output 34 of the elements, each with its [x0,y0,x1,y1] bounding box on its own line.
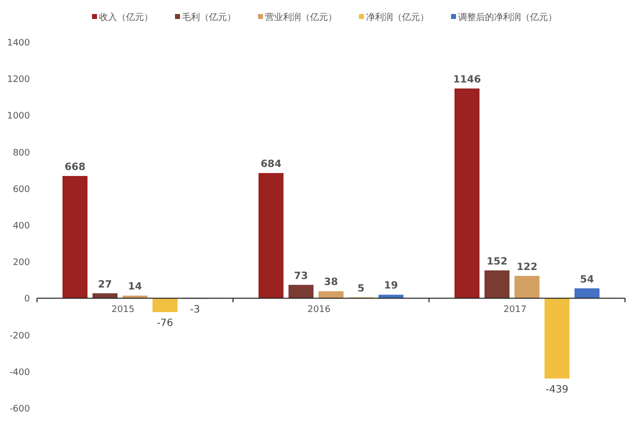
data-label: 1146 [453,74,481,86]
legend-label: 净利润（亿元） [366,12,429,23]
y-tick-label: 800 [12,148,30,158]
y-tick-label: 200 [12,258,30,268]
x-tick-label: 2015 [112,305,134,316]
y-tick-label: 600 [12,184,30,195]
legend-label: 营业利润（亿元） [265,12,337,23]
x-tick-label: 2017 [504,305,526,316]
data-label: -439 [546,384,568,396]
y-tick-label: -600 [10,404,30,414]
data-label: 152 [486,256,508,268]
legend-label: 收入（亿元） [99,12,153,23]
data-label: 122 [516,262,538,273]
data-label: 19 [384,280,398,292]
y-tick-label: 1200 [7,75,30,86]
data-label: 73 [294,270,308,282]
data-label: 5 [358,283,365,294]
y-tick-label: 1000 [7,112,30,122]
data-label: 54 [580,274,594,286]
data-label: 684 [260,159,282,170]
data-label: 38 [324,277,338,288]
y-tick-label: 0 [24,294,30,305]
legend-label: 调整后的净利润（亿元） [458,12,557,23]
data-label: 668 [64,162,86,173]
data-label: 27 [98,279,112,290]
x-tick-label: 2016 [308,305,331,316]
legend-label: 毛利（亿元） [182,12,236,23]
y-tick-label: 1400 [7,38,30,48]
data-label: -3 [190,304,200,316]
y-tick-label: -400 [10,368,30,378]
data-label: 14 [128,282,142,293]
y-tick-label: 400 [12,222,30,232]
y-tick-label: -200 [10,331,30,342]
data-label: -76 [156,318,174,330]
